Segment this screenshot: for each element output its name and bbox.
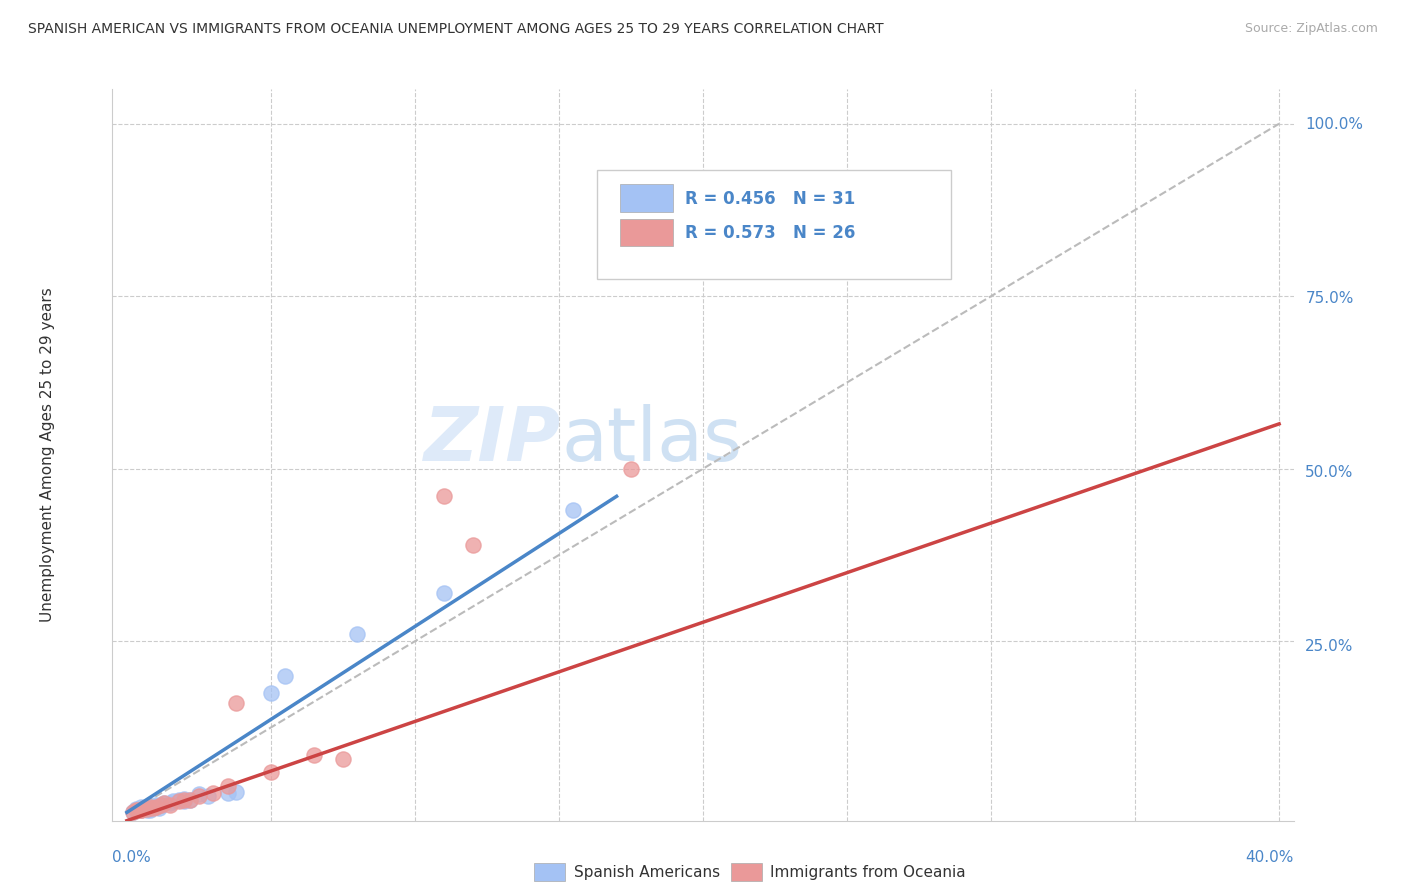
Point [302, 748, 325, 763]
Point [173, 793, 195, 807]
Point [129, 800, 152, 814]
Text: 40.0%: 40.0% [1246, 850, 1294, 865]
Text: Spanish Americans: Spanish Americans [574, 865, 720, 880]
Point [217, 779, 239, 793]
Text: Unemployment Among Ages 25 to 29 years: Unemployment Among Ages 25 to 29 years [39, 287, 55, 623]
Text: R = 0.573   N = 26: R = 0.573 N = 26 [685, 224, 856, 243]
FancyBboxPatch shape [596, 169, 950, 279]
Text: 75.0%: 75.0% [1305, 291, 1354, 306]
Text: SPANISH AMERICAN VS IMMIGRANTS FROM OCEANIA UNEMPLOYMENT AMONG AGES 25 TO 29 YEA: SPANISH AMERICAN VS IMMIGRANTS FROM OCEA… [28, 22, 884, 37]
Point [202, 786, 225, 800]
Point [136, 802, 159, 816]
Point [187, 789, 209, 804]
Point [145, 798, 167, 813]
Point [142, 801, 165, 815]
Point [433, 489, 456, 503]
Point [153, 797, 176, 811]
Point [127, 803, 149, 817]
Point [167, 794, 190, 808]
Point [197, 789, 219, 804]
Point [225, 785, 247, 799]
Point [145, 800, 167, 814]
Text: 50.0%: 50.0% [1305, 465, 1354, 480]
Point [173, 791, 195, 805]
Point [139, 803, 162, 817]
Point [124, 803, 146, 817]
Point [562, 503, 585, 517]
Point [129, 803, 152, 817]
Text: R = 0.456   N = 31: R = 0.456 N = 31 [685, 190, 855, 208]
Point [173, 794, 195, 808]
Point [150, 798, 173, 813]
Point [121, 805, 143, 819]
Point [260, 686, 283, 700]
Point [148, 801, 170, 815]
Point [153, 797, 176, 811]
Point [139, 800, 162, 814]
Point [136, 803, 159, 817]
Point [187, 788, 209, 802]
Text: Immigrants from Oceania: Immigrants from Oceania [770, 865, 966, 880]
Point [346, 627, 368, 641]
Point [162, 794, 184, 808]
Text: 0.0%: 0.0% [112, 850, 152, 865]
Text: 100.0%: 100.0% [1305, 117, 1364, 131]
Point [129, 803, 152, 817]
Point [127, 803, 149, 817]
Point [134, 801, 156, 815]
Text: ZIP: ZIP [425, 404, 561, 477]
Point [159, 797, 181, 812]
Point [620, 461, 643, 475]
Text: Source: ZipAtlas.com: Source: ZipAtlas.com [1244, 22, 1378, 36]
Point [260, 765, 283, 780]
FancyBboxPatch shape [620, 185, 673, 212]
Point [179, 793, 201, 807]
Text: atlas: atlas [561, 404, 742, 477]
Point [124, 802, 146, 816]
Point [150, 798, 173, 813]
Point [129, 803, 152, 817]
Point [121, 805, 143, 819]
Point [134, 801, 156, 815]
Point [159, 797, 181, 811]
Point [433, 586, 456, 600]
Point [179, 793, 201, 807]
Text: 25.0%: 25.0% [1305, 639, 1354, 654]
Point [145, 800, 167, 814]
Point [139, 801, 162, 815]
Point [225, 696, 247, 710]
Point [167, 793, 190, 807]
Point [217, 786, 239, 800]
Point [332, 751, 354, 765]
Point [124, 803, 146, 817]
Point [274, 669, 297, 683]
Point [142, 800, 165, 814]
Point [461, 538, 484, 552]
FancyBboxPatch shape [620, 219, 673, 246]
